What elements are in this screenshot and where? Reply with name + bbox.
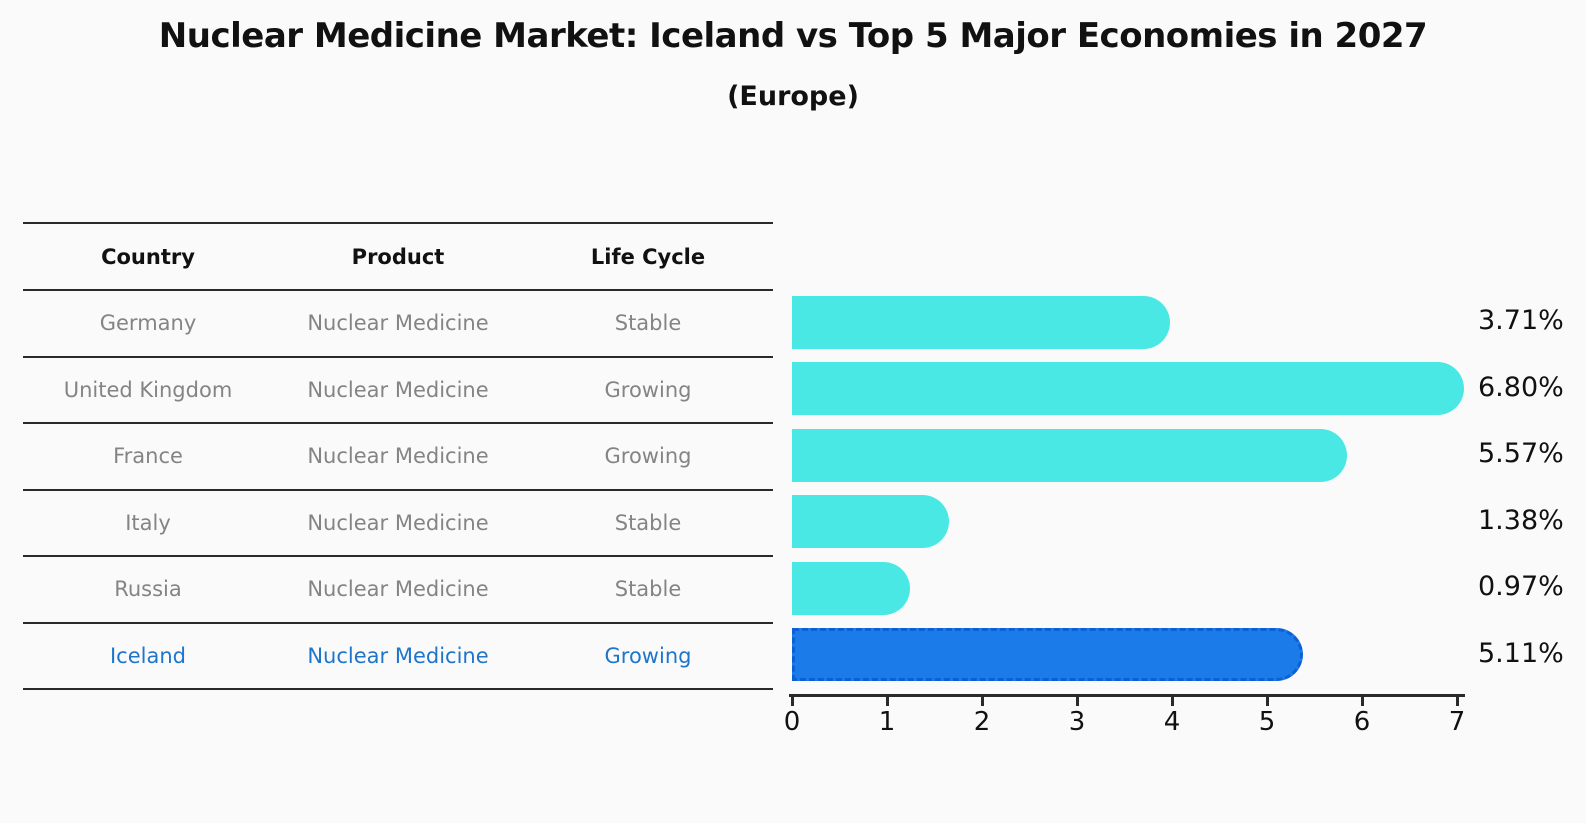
x-tick-5 — [1266, 697, 1269, 706]
x-tick-label-4: 4 — [1163, 707, 1181, 737]
cell-life-cycle: Stable — [614, 510, 682, 535]
cell-country: Germany — [99, 311, 197, 336]
table-row: United Kingdom Nuclear Medicine Growing — [23, 358, 773, 424]
x-tick-label-6: 6 — [1353, 707, 1371, 737]
x-tick-label-3: 3 — [1068, 707, 1086, 737]
x-tick-label-5: 5 — [1258, 707, 1276, 737]
cell-product: Nuclear Medicine — [307, 577, 489, 602]
value-label-france: 5.57% — [1478, 438, 1564, 470]
table-row: Italy Nuclear Medicine Stable — [23, 491, 773, 557]
table-row: Russia Nuclear Medicine Stable — [23, 557, 773, 624]
bar-france — [792, 428, 1348, 482]
col-header-product: Product — [351, 244, 445, 269]
cell-life-cycle: Stable — [614, 311, 682, 336]
table-row: Germany Nuclear Medicine Stable — [23, 291, 773, 358]
col-header-lifecycle: Life Cycle — [590, 244, 706, 269]
table-header-row: Country Product Life Cycle — [23, 224, 773, 291]
x-tick-2 — [981, 697, 984, 706]
cell-life-cycle: Growing — [604, 643, 692, 668]
value-label-italy: 1.38% — [1478, 504, 1564, 536]
col-header-country: Country — [101, 244, 195, 269]
x-tick-label-0: 0 — [783, 707, 801, 737]
cell-life-cycle: Stable — [614, 577, 682, 602]
chart-subtitle: (Europe) — [727, 81, 859, 112]
cell-country: United Kingdom — [63, 377, 233, 402]
bar-russia — [792, 561, 911, 615]
x-tick-3 — [1076, 697, 1079, 706]
value-label-russia: 0.97% — [1478, 571, 1564, 603]
bar-germany — [792, 295, 1171, 349]
cell-product: Nuclear Medicine — [307, 643, 489, 668]
cell-product: Nuclear Medicine — [307, 377, 489, 402]
cell-product: Nuclear Medicine — [307, 510, 489, 535]
cell-country: Iceland — [109, 643, 186, 668]
bar-united-kingdom — [792, 362, 1464, 416]
cell-country: Russia — [114, 577, 182, 602]
x-tick-0 — [791, 697, 794, 706]
x-tick-label-7: 7 — [1448, 707, 1466, 737]
cell-country: Italy — [125, 510, 171, 535]
value-label-united-kingdom: 6.80% — [1478, 371, 1564, 403]
cell-product: Nuclear Medicine — [307, 311, 489, 336]
chart-title: Nuclear Medicine Market: Iceland vs Top … — [158, 16, 1428, 56]
cell-life-cycle: Growing — [604, 444, 692, 469]
cell-life-cycle: Growing — [604, 377, 692, 402]
table-row: Iceland Nuclear Medicine Growing — [23, 624, 773, 690]
x-tick-6 — [1361, 697, 1364, 706]
bar-iceland — [792, 628, 1304, 682]
value-label-germany: 3.71% — [1478, 305, 1564, 337]
x-axis — [789, 694, 1465, 697]
bar-italy — [792, 495, 950, 549]
cell-product: Nuclear Medicine — [307, 444, 489, 469]
x-tick-1 — [886, 697, 889, 706]
country-table: Country Product Life Cycle Germany Nuclea… — [23, 222, 773, 690]
x-tick-label-1: 1 — [878, 707, 896, 737]
x-tick-label-2: 2 — [973, 707, 991, 737]
x-tick-7 — [1456, 697, 1459, 706]
x-tick-4 — [1171, 697, 1174, 706]
cell-country: France — [113, 444, 183, 469]
table-body: Germany Nuclear Medicine Stable United King… — [23, 291, 773, 690]
value-label-iceland: 5.11% — [1478, 637, 1564, 669]
table-row: France Nuclear Medicine Growing — [23, 424, 773, 491]
